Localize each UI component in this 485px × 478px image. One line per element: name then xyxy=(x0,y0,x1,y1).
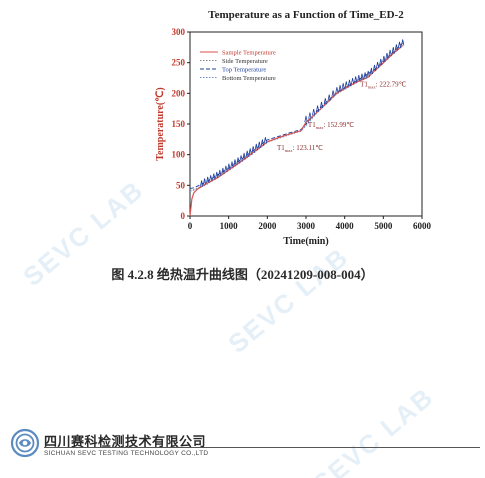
temperature-spike xyxy=(251,146,255,153)
temperature-spike xyxy=(351,78,355,85)
footer-divider xyxy=(44,447,480,448)
temperature-spike xyxy=(391,47,395,54)
temperature-spike xyxy=(200,180,204,187)
temperature-spike xyxy=(312,109,316,116)
temperature-spike xyxy=(341,83,345,90)
y-tick-label: 0 xyxy=(181,211,186,221)
temperature-spike xyxy=(344,81,348,88)
x-tick-label: 0 xyxy=(188,221,193,231)
x-tick-label: 4000 xyxy=(336,221,355,231)
temperature-spike xyxy=(394,44,398,51)
temperature-spike xyxy=(388,49,392,57)
temperature-spike xyxy=(239,155,243,162)
y-axis-label: Temperature(℃) xyxy=(155,87,166,160)
x-tick-label: 3000 xyxy=(297,221,316,231)
legend-entry: Top Temperature xyxy=(222,67,266,74)
chart-title: Temperature as a Function of Time_ED-2 xyxy=(208,9,404,21)
figure-caption: 图 4.2.8 绝热温升曲线图（20241209-008-004） xyxy=(111,267,374,282)
temperature-spike xyxy=(254,143,258,151)
temperature-spike xyxy=(331,90,335,97)
y-tick-label: 50 xyxy=(176,180,186,190)
temperature-spike xyxy=(230,161,234,168)
temperature-spike xyxy=(245,150,249,157)
temperature-spike xyxy=(354,76,358,83)
x-tick-label: 2000 xyxy=(258,221,277,231)
temperature-spike xyxy=(242,152,246,160)
x-tick-label: 5000 xyxy=(374,221,393,231)
legend-entry: Sample Temperature xyxy=(222,50,276,57)
company-footer: 四川赛科检测技术有限公司 SICHUAN SEVC TESTING TECHNO… xyxy=(10,424,480,470)
temperature-spike xyxy=(203,178,207,185)
temperature-spike xyxy=(260,139,264,146)
temperature-spike xyxy=(233,159,237,166)
temperature-spike xyxy=(369,67,373,75)
temperature-spike xyxy=(338,85,342,92)
x-axis-label: Time(min) xyxy=(283,236,328,247)
y-tick-label: 200 xyxy=(172,88,186,98)
temperature-spike xyxy=(212,173,216,180)
company-logo-icon xyxy=(10,428,40,458)
temperature-spike xyxy=(218,169,222,177)
temperature-spike xyxy=(304,115,308,123)
temperature-spike xyxy=(224,165,228,172)
temperature-spike xyxy=(366,70,370,78)
temperature-spike xyxy=(327,94,331,101)
temperature-spike xyxy=(263,137,267,144)
temperature-spike xyxy=(215,171,219,179)
temperature-spike xyxy=(401,39,405,46)
temperature-spike xyxy=(221,167,225,175)
x-tick-label: 1000 xyxy=(220,221,239,231)
temperature-spike xyxy=(347,79,352,86)
temperature-spike xyxy=(316,105,320,112)
temperature-spike xyxy=(308,112,312,119)
temperature-spike xyxy=(335,87,339,94)
series-line-sample-temperature xyxy=(189,45,404,217)
annotation-t1max: T1max: 152.99℃ xyxy=(308,121,354,130)
temperature-spike xyxy=(376,61,380,69)
temperature-spike xyxy=(372,64,377,72)
legend-entry: Bottom Temperature xyxy=(222,75,276,82)
temperature-spike xyxy=(206,176,210,183)
company-name-cn: 四川赛科检测技术有限公司 xyxy=(44,435,207,450)
y-tick-label: 150 xyxy=(172,119,186,129)
x-tick-label: 6000 xyxy=(413,221,432,231)
series-line-bottom-temperature xyxy=(189,45,403,192)
temperature-spike xyxy=(257,141,261,148)
temperature-spike xyxy=(397,41,402,49)
temperature-spike xyxy=(357,75,361,82)
temperature-spike xyxy=(248,148,252,155)
annotation-t1max: T1max: 222.79℃ xyxy=(360,81,406,90)
temperature-spike xyxy=(319,101,324,109)
y-tick-label: 100 xyxy=(172,150,186,160)
temperature-spike xyxy=(382,55,386,63)
temperature-spike xyxy=(209,175,213,182)
temperature-spike xyxy=(363,72,367,79)
temperature-spike xyxy=(379,58,383,66)
temperature-spike xyxy=(360,73,364,80)
company-name-en: SICHUAN SEVC TESTING TECHNOLOGY CO.,LTD xyxy=(44,450,209,457)
temperature-spike xyxy=(385,52,389,60)
annotation-t1max: T1max: 123.11℃ xyxy=(277,144,323,153)
y-tick-label: 250 xyxy=(172,58,186,68)
temperature-spike xyxy=(236,157,240,164)
temperature-spike xyxy=(227,163,231,170)
legend-entry: Side Temperature xyxy=(222,58,268,65)
temperature-chart: Temperature as a Function of Time_ED-2 0 1… xyxy=(155,9,432,247)
temperature-spike xyxy=(323,98,327,105)
y-tick-label: 300 xyxy=(172,27,186,37)
